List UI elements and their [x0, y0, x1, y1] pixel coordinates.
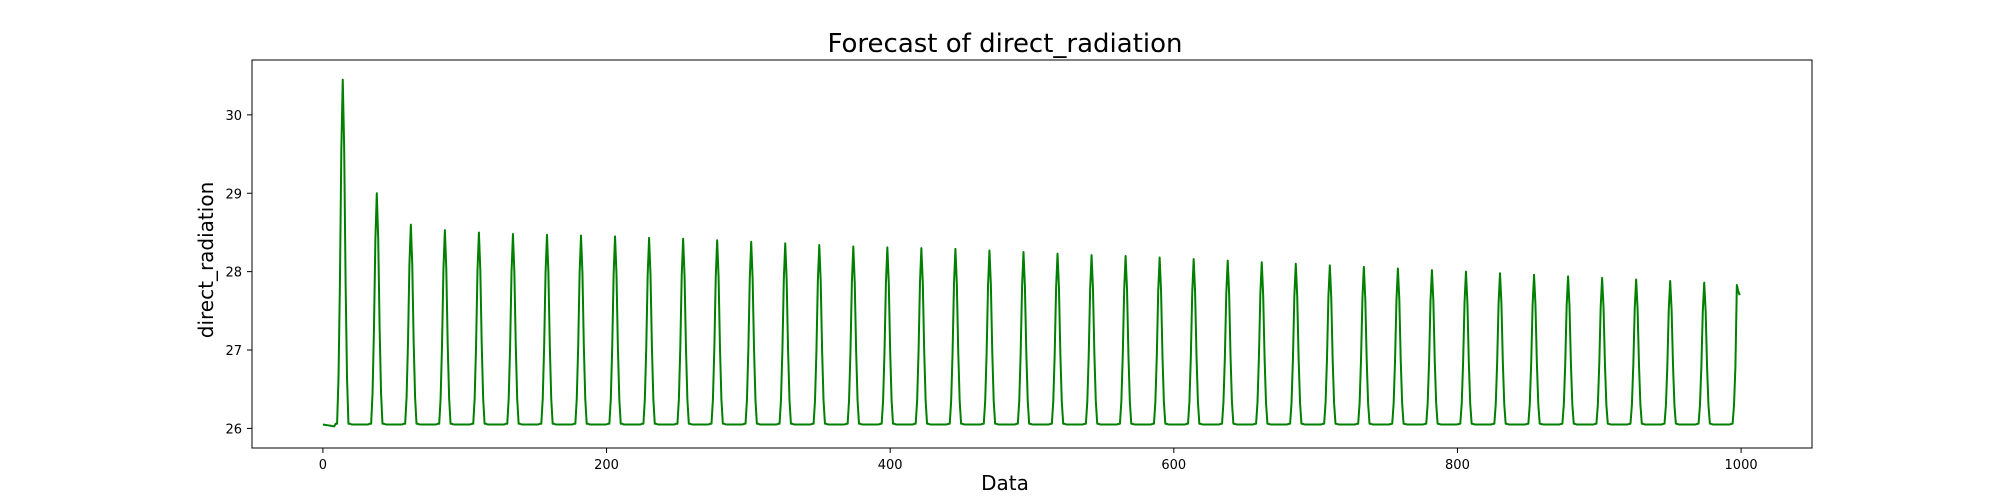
y-tick-label: 28	[225, 266, 242, 281]
chart-title: Forecast of direct_radiation	[827, 29, 1182, 59]
x-tick-label: 400	[878, 458, 903, 473]
y-axis-label: direct_radiation	[194, 182, 218, 338]
x-axis-label: Data	[981, 471, 1029, 495]
y-tick-label: 30	[225, 109, 242, 124]
x-axis-ticks: 0 200 400 600 800 1000	[319, 448, 1758, 473]
y-axis-ticks: 26 27 28 29 30	[225, 109, 252, 437]
x-tick-label: 200	[594, 458, 619, 473]
x-tick-label: 0	[319, 458, 327, 473]
series-line-0	[322, 78, 1741, 428]
y-tick-label: 29	[225, 187, 242, 202]
x-tick-label: 600	[1161, 458, 1186, 473]
plot-frame	[251, 59, 1813, 449]
x-tick-label: 800	[1445, 458, 1470, 473]
y-tick-label: 26	[225, 422, 242, 437]
y-tick-label: 27	[225, 344, 242, 359]
plot-area	[251, 59, 1813, 449]
x-tick-label: 1000	[1725, 458, 1758, 473]
